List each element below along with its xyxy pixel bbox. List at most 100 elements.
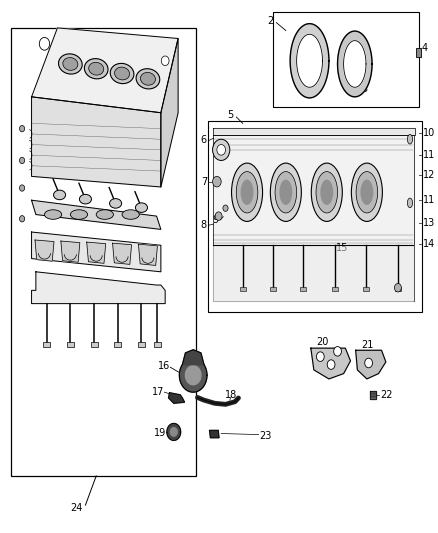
Ellipse shape (406, 134, 412, 144)
Bar (154, 342, 160, 347)
Bar (138, 342, 145, 347)
Text: 12: 12 (422, 171, 434, 180)
Ellipse shape (270, 163, 300, 221)
Text: 16: 16 (157, 361, 170, 370)
Text: 11: 11 (422, 195, 434, 205)
Text: 14: 14 (422, 239, 434, 249)
Ellipse shape (96, 210, 113, 219)
Ellipse shape (58, 54, 82, 74)
Text: 8: 8 (201, 220, 206, 230)
Bar (416, 48, 420, 56)
Ellipse shape (53, 190, 65, 200)
Ellipse shape (360, 180, 372, 205)
Polygon shape (209, 430, 219, 438)
Text: 6: 6 (201, 135, 206, 146)
Text: 18: 18 (224, 390, 237, 400)
Text: 4: 4 (420, 43, 426, 53)
Polygon shape (166, 423, 180, 440)
Text: 24: 24 (71, 503, 83, 513)
Circle shape (161, 56, 169, 66)
Bar (394, 287, 400, 291)
Polygon shape (310, 348, 350, 379)
Circle shape (19, 157, 25, 164)
Bar (90, 342, 97, 347)
Polygon shape (35, 240, 54, 261)
Ellipse shape (135, 203, 147, 213)
Text: 21: 21 (361, 340, 373, 350)
Bar (269, 287, 276, 291)
Ellipse shape (136, 69, 159, 89)
Bar (67, 342, 74, 347)
Ellipse shape (355, 172, 377, 213)
Circle shape (212, 139, 229, 160)
Polygon shape (32, 272, 165, 304)
Ellipse shape (320, 180, 332, 205)
Polygon shape (32, 28, 178, 113)
Circle shape (19, 216, 25, 222)
Polygon shape (32, 97, 160, 187)
Circle shape (19, 185, 25, 191)
Polygon shape (87, 242, 106, 263)
Circle shape (364, 358, 371, 368)
Polygon shape (355, 350, 385, 379)
Bar (362, 287, 368, 291)
Polygon shape (185, 366, 201, 385)
Text: 11: 11 (422, 150, 434, 160)
Polygon shape (138, 244, 157, 265)
Circle shape (223, 205, 228, 212)
Circle shape (316, 352, 324, 361)
Ellipse shape (140, 72, 155, 85)
Polygon shape (370, 391, 375, 399)
Polygon shape (212, 135, 413, 301)
Polygon shape (179, 358, 206, 392)
Text: 15: 15 (335, 243, 347, 253)
Circle shape (394, 284, 400, 292)
Text: 19: 19 (153, 428, 166, 438)
Polygon shape (213, 245, 413, 301)
Text: 20: 20 (315, 337, 328, 347)
Polygon shape (212, 127, 414, 135)
Ellipse shape (84, 59, 108, 79)
Circle shape (39, 37, 49, 50)
Bar (11, 28, 196, 476)
Ellipse shape (231, 163, 262, 221)
Ellipse shape (114, 67, 129, 80)
Text: 5: 5 (226, 110, 233, 120)
Circle shape (326, 360, 334, 369)
Ellipse shape (240, 180, 253, 205)
Text: 7: 7 (200, 176, 206, 187)
Text: 9: 9 (212, 215, 218, 225)
Bar (272, 12, 418, 108)
Ellipse shape (63, 58, 78, 70)
Ellipse shape (406, 198, 412, 208)
Ellipse shape (122, 210, 139, 219)
Ellipse shape (279, 180, 292, 205)
Ellipse shape (311, 163, 342, 221)
Bar (43, 342, 50, 347)
Polygon shape (160, 38, 178, 187)
Bar (332, 287, 338, 291)
Bar (300, 287, 305, 291)
Polygon shape (182, 350, 204, 365)
Bar (239, 287, 245, 291)
Polygon shape (32, 200, 160, 229)
Ellipse shape (79, 195, 91, 204)
Ellipse shape (110, 63, 134, 84)
Ellipse shape (236, 172, 257, 213)
Polygon shape (32, 232, 160, 272)
Polygon shape (290, 23, 328, 98)
Ellipse shape (275, 172, 296, 213)
Ellipse shape (350, 163, 381, 221)
Circle shape (216, 144, 225, 155)
Text: 23: 23 (258, 431, 271, 441)
Ellipse shape (70, 210, 88, 219)
Circle shape (215, 212, 222, 220)
Polygon shape (61, 241, 80, 262)
Ellipse shape (315, 172, 337, 213)
Ellipse shape (88, 62, 103, 75)
Text: 17: 17 (151, 386, 164, 397)
Text: 22: 22 (379, 390, 392, 400)
Polygon shape (168, 393, 184, 403)
Polygon shape (337, 31, 371, 97)
Polygon shape (112, 243, 131, 264)
